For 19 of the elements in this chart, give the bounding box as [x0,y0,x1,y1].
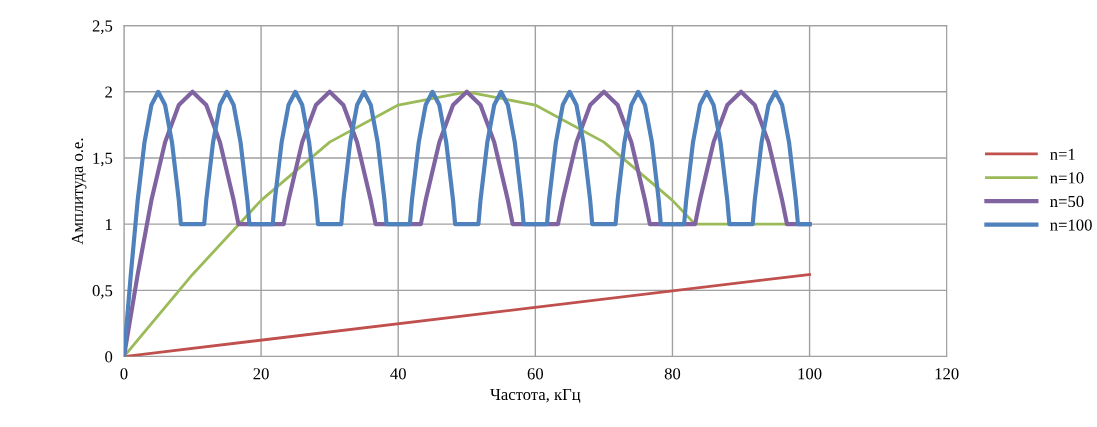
y-axis-title: Амплитуда о.е. [71,138,87,245]
x-tick-label: 120 [935,368,959,380]
y-tick-label: 2 [105,86,112,98]
x-axis-title: Частота, кГц [490,388,581,404]
legend-label: n=10 [1050,172,1084,184]
x-tick-label: 100 [798,368,822,380]
x-tick-label: 20 [253,368,269,380]
y-tick-label: 0,5 [92,285,113,299]
y-tick-label: 2,5 [92,20,113,34]
x-tick-label: 60 [527,368,544,380]
x-tick-label: 80 [664,368,681,380]
y-tick-label: 0 [105,351,113,363]
x-tick-label: 40 [390,368,406,380]
legend-label: n=1 [1050,148,1075,160]
y-tick-label: 1,5 [93,152,113,167]
y-tick-label: 1 [105,218,112,230]
legend-label: n=100 [1050,219,1092,231]
legend-label: n=50 [1050,195,1084,208]
x-tick-label: 0 [120,368,128,380]
